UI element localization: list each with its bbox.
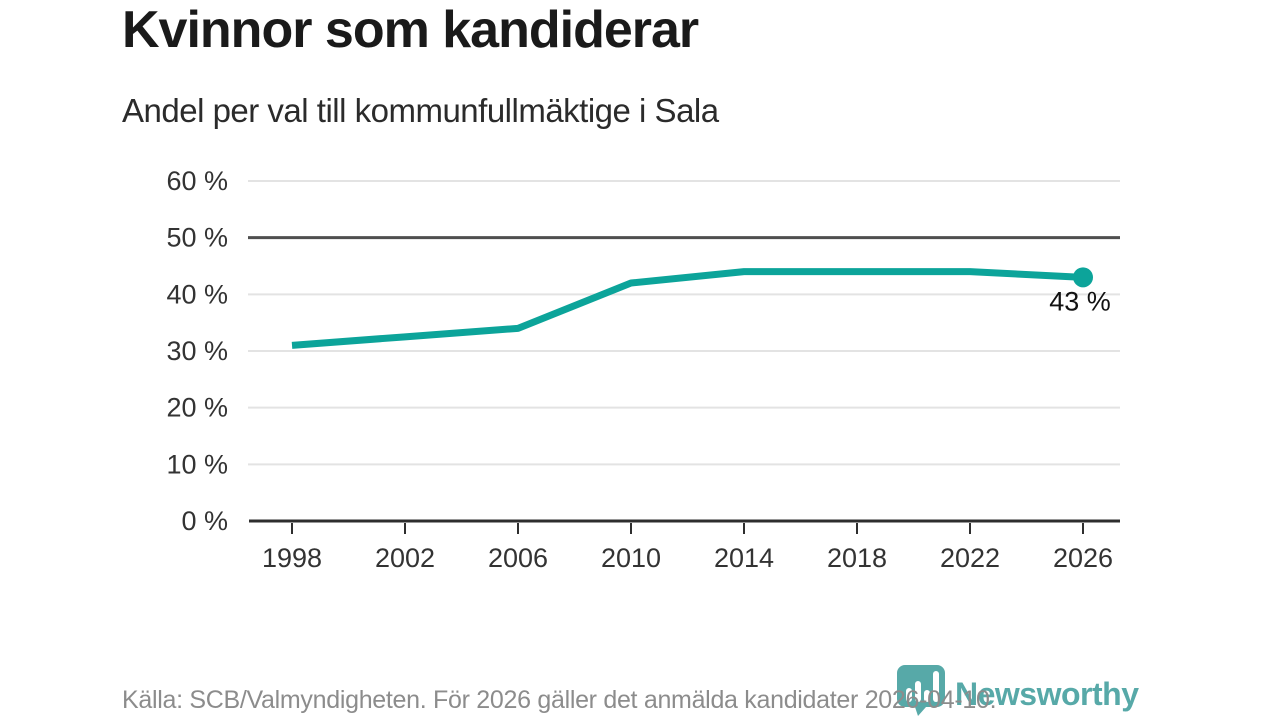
x-tick-label: 2010 xyxy=(601,543,661,573)
source-note: Källa: SCB/Valmyndigheten. För 2026 gäll… xyxy=(122,686,997,714)
page-title: Kvinnor som kandiderar xyxy=(122,1,699,59)
y-tick-label: 20 % xyxy=(166,393,228,423)
brand-wordmark: Newsworthy xyxy=(955,676,1139,712)
y-tick-label: 10 % xyxy=(166,449,228,479)
x-tick-label: 2018 xyxy=(827,543,887,573)
data-line xyxy=(291,268,1084,349)
y-tick-label: 40 % xyxy=(166,279,228,309)
newsworthy-logo: Newsworthy xyxy=(895,664,1139,716)
page-subtitle: Andel per val till kommunfullmäktige i S… xyxy=(122,92,719,129)
y-tick-label: 60 % xyxy=(166,166,228,196)
x-tick-label: 2022 xyxy=(940,543,1000,573)
end-point-dot xyxy=(1073,267,1093,288)
x-tick-label: 2002 xyxy=(375,543,435,573)
y-tick-label: 0 % xyxy=(181,506,228,536)
newsworthy-pin-bar-chart-icon xyxy=(897,665,945,716)
x-tick-label: 2026 xyxy=(1053,543,1113,573)
y-tick-label: 30 % xyxy=(166,336,228,366)
x-tick-label: 2014 xyxy=(714,543,774,573)
y-tick-label: 50 % xyxy=(166,223,228,253)
value-annotation: 43 % xyxy=(1049,286,1111,316)
x-tick-label: 2006 xyxy=(488,543,548,573)
x-tick-label: 1998 xyxy=(262,543,322,573)
